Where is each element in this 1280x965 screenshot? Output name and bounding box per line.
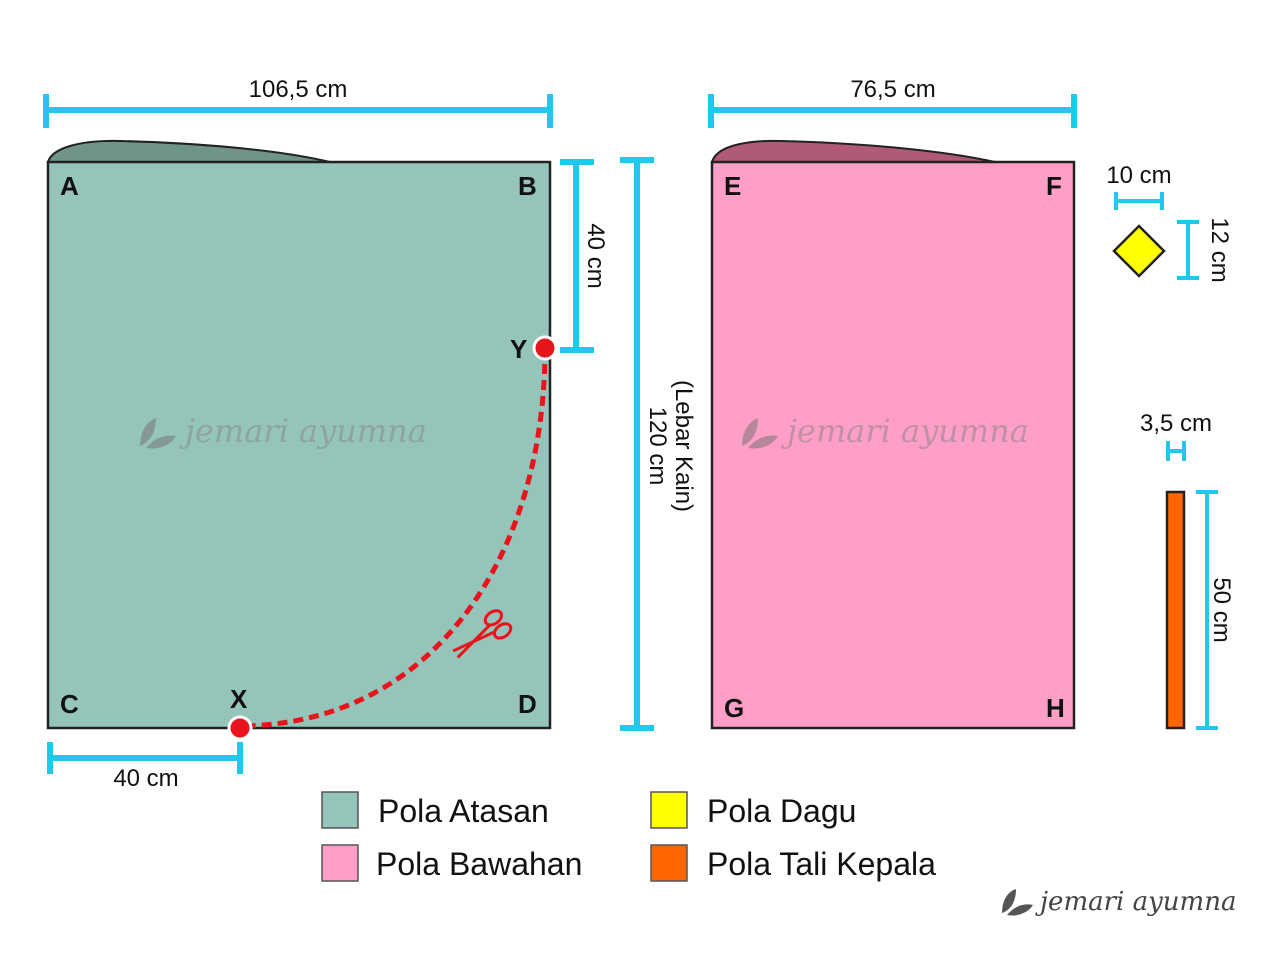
legend-swatch-atasan	[321, 791, 359, 829]
fabric-width-label-top: (Lebar Kain)	[670, 380, 697, 512]
tali-width-label: 3,5 cm	[1140, 410, 1212, 437]
corner-watermark-text: jemari ayumna	[1035, 887, 1236, 917]
fabric-width-label-bottom: 120 cm	[644, 407, 671, 486]
bawahan-panel	[710, 160, 1076, 730]
point-x-label: X	[230, 684, 248, 714]
corner-c-label: C	[60, 689, 79, 719]
legend-label-dagu: Pola Dagu	[707, 793, 856, 829]
corner-b-label: B	[518, 171, 537, 201]
legend-swatch-dagu	[650, 791, 688, 829]
dim-fabric-width: (Lebar Kain) 120 cm	[620, 157, 697, 731]
leaf-icon	[1002, 889, 1033, 916]
bawahan-width-label: 76,5 cm	[850, 76, 935, 103]
legend-item-bawahan: Pola Bawahan	[321, 844, 582, 882]
pola-dagu: 10 cm 12 cm	[1106, 162, 1233, 283]
point-y-label: Y	[510, 334, 527, 364]
tali-shape	[1165, 490, 1186, 730]
atasan-watermark: jemari ayumna	[140, 412, 427, 450]
dim-x-offset: 40 cm	[47, 742, 243, 792]
legend-item-tali: Pola Tali Kepala	[650, 844, 936, 882]
point-x	[227, 715, 253, 741]
dagu-shape	[1112, 224, 1166, 278]
corner-e-label: E	[724, 171, 741, 201]
corner-f-label: F	[1046, 171, 1062, 201]
pola-tali-kepala: 3,5 cm 50 cm	[1140, 410, 1235, 730]
leaf-icon	[742, 418, 778, 449]
atasan-fold-flap	[46, 139, 331, 163]
dagu-width-label: 10 cm	[1106, 162, 1171, 189]
dim-atasan-width: 106,5 cm	[43, 76, 553, 128]
dim-tali-width: 3,5 cm	[1140, 410, 1212, 461]
legend: Pola Atasan Pola Bawahan Pola Dagu Pola …	[321, 791, 936, 882]
tali-height-label: 50 cm	[1208, 577, 1235, 642]
bawahan-watermark: jemari ayumna	[742, 412, 1029, 450]
point-y	[532, 335, 558, 361]
dim-bawahan-width: 76,5 cm	[708, 76, 1077, 128]
leaf-icon	[140, 418, 176, 449]
cut-line-curve	[239, 347, 548, 729]
corner-a-label: A	[60, 171, 79, 201]
pola-atasan: A B C D jemari ayumna Y X	[46, 139, 558, 741]
corner-h-label: H	[1046, 693, 1065, 723]
legend-item-atasan: Pola Atasan	[321, 791, 549, 829]
pola-bawahan: E F G H jemari ayumna	[710, 139, 1076, 730]
corner-watermark: jemari ayumna	[1002, 887, 1236, 917]
legend-label-bawahan: Pola Bawahan	[376, 846, 582, 882]
atasan-panel	[46, 160, 552, 730]
x-offset-label: 40 cm	[113, 765, 178, 792]
scissors-icon	[452, 609, 513, 659]
legend-label-atasan: Pola Atasan	[378, 793, 549, 829]
legend-label-tali: Pola Tali Kepala	[707, 846, 936, 882]
atasan-width-label: 106,5 cm	[249, 76, 348, 103]
dagu-height-label: 12 cm	[1206, 217, 1233, 282]
corner-g-label: G	[724, 693, 744, 723]
y-offset-label: 40 cm	[582, 223, 609, 288]
dim-dagu-width: 10 cm	[1106, 162, 1172, 210]
dim-tali-height: 50 cm	[1196, 490, 1235, 730]
dim-y-offset: 40 cm	[560, 159, 609, 353]
dim-dagu-height: 12 cm	[1177, 217, 1233, 283]
atasan-watermark-text: jemari ayumna	[179, 412, 427, 450]
legend-swatch-bawahan	[321, 844, 359, 882]
bawahan-watermark-text: jemari ayumna	[781, 412, 1029, 450]
legend-item-dagu: Pola Dagu	[650, 791, 856, 829]
corner-d-label: D	[518, 689, 537, 719]
legend-swatch-tali	[650, 844, 688, 882]
bawahan-fold-flap	[710, 139, 996, 163]
